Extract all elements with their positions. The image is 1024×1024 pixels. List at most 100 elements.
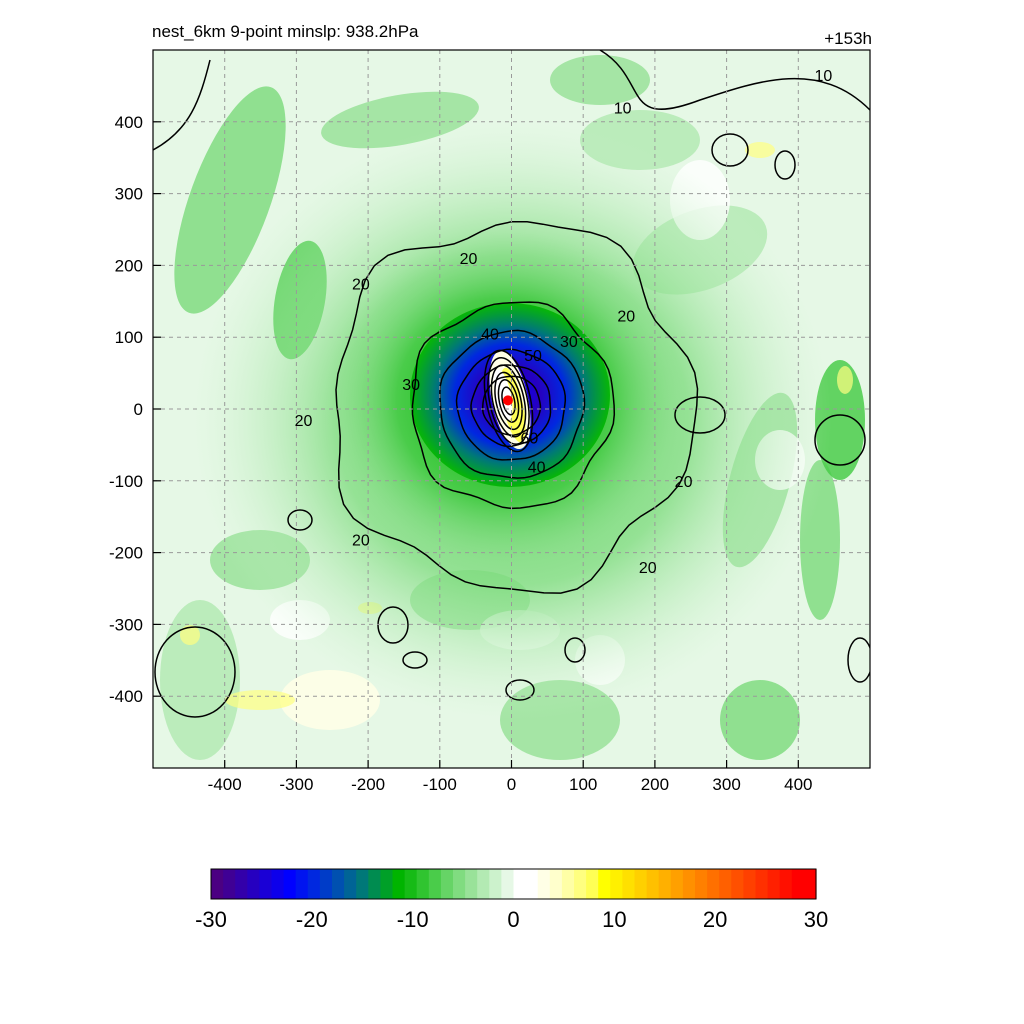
colorbar-swatch bbox=[622, 869, 636, 899]
y-tick-label: 100 bbox=[115, 328, 143, 347]
chart-title: nest_6km 9-point minslp: 938.2hPa bbox=[152, 22, 419, 41]
colorbar-swatch bbox=[586, 869, 599, 899]
contour-label: 20 bbox=[639, 560, 657, 577]
contour-line bbox=[402, 651, 428, 669]
contour-label: 40 bbox=[528, 459, 546, 476]
colorbar-tick-label: -30 bbox=[195, 907, 227, 932]
contour-label: 50 bbox=[524, 348, 542, 365]
colorbar-swatch bbox=[610, 869, 623, 899]
x-tick-label: -300 bbox=[279, 775, 313, 794]
colorbar-swatch bbox=[235, 869, 248, 899]
positive-patch bbox=[837, 366, 853, 394]
contour-label: 20 bbox=[352, 533, 370, 550]
colorbar-swatch bbox=[743, 869, 757, 899]
colorbar-tick-label: 20 bbox=[703, 907, 727, 932]
x-tick-label: 300 bbox=[712, 775, 740, 794]
colorbar-swatch bbox=[332, 869, 345, 899]
colorbar-swatch bbox=[574, 869, 587, 899]
valid-time-label: +153h bbox=[824, 29, 872, 48]
contour-label: 10 bbox=[814, 68, 832, 85]
y-tick-label: 200 bbox=[115, 256, 143, 275]
x-tick-label: 400 bbox=[784, 775, 812, 794]
colorbar-swatch bbox=[695, 869, 708, 899]
colorbar-ticks: -30 -20 -10 0 10 20 30 bbox=[195, 907, 828, 932]
field-patch bbox=[160, 600, 240, 760]
colorbar-swatch bbox=[477, 869, 490, 899]
colorbar-swatch bbox=[525, 869, 539, 899]
colorbar bbox=[210, 868, 817, 900]
contour-line bbox=[564, 637, 586, 663]
colorbar-swatch bbox=[598, 869, 611, 899]
colorbar-swatch bbox=[211, 869, 224, 899]
colorbar-swatch bbox=[344, 869, 357, 899]
colorbar-swatch bbox=[646, 869, 660, 899]
contour-label: 20 bbox=[295, 413, 313, 430]
colorbar-swatch bbox=[670, 869, 684, 899]
colorbar-swatch bbox=[731, 869, 744, 899]
contour-line bbox=[483, 349, 534, 453]
x-tick-label: -400 bbox=[208, 775, 242, 794]
x-tick-label: 100 bbox=[569, 775, 597, 794]
field-patch bbox=[280, 670, 380, 730]
colorbar-swatch bbox=[658, 869, 672, 899]
colorbar-swatch bbox=[368, 869, 381, 899]
contour-line bbox=[439, 329, 586, 479]
contour-label: 60 bbox=[521, 431, 539, 448]
positive-patch bbox=[180, 625, 200, 645]
colorbar-swatch bbox=[392, 869, 406, 899]
colorbar-swatch bbox=[682, 869, 696, 899]
contour-label: 30 bbox=[402, 377, 420, 394]
colorbar-swatch bbox=[767, 869, 781, 899]
contour-line bbox=[335, 221, 699, 594]
colorbar-swatch bbox=[428, 869, 442, 899]
colorbar-tick-label: 10 bbox=[602, 907, 626, 932]
colorbar-swatch bbox=[755, 869, 769, 899]
colorbar-swatch bbox=[247, 869, 260, 899]
colorbar-swatch bbox=[223, 869, 236, 899]
positive-patch bbox=[745, 142, 775, 158]
x-tick-label: -100 bbox=[423, 775, 457, 794]
colorbar-swatch bbox=[489, 869, 502, 899]
colorbar-tick-label: 0 bbox=[507, 907, 519, 932]
contour-label: 40 bbox=[481, 327, 499, 344]
contour-label: 10 bbox=[614, 100, 632, 117]
contour-line bbox=[455, 348, 567, 461]
colorbar-swatch bbox=[791, 869, 805, 899]
colorbar-swatch bbox=[380, 869, 394, 899]
colorbar-swatch bbox=[561, 869, 575, 899]
contour-line bbox=[814, 414, 866, 466]
colorbar-swatch bbox=[465, 869, 478, 899]
colorbar-swatch bbox=[307, 869, 321, 899]
field-patch bbox=[550, 55, 650, 105]
contour-line bbox=[505, 679, 535, 701]
y-tick-label: -100 bbox=[109, 472, 143, 491]
colorbar-swatch bbox=[513, 869, 527, 899]
contour-label: 20 bbox=[460, 251, 478, 268]
colorbar-swatch bbox=[707, 869, 720, 899]
contour-line bbox=[674, 396, 726, 434]
contour-line bbox=[490, 364, 527, 438]
contour-label: 30 bbox=[560, 334, 578, 351]
contour-line bbox=[470, 364, 552, 448]
x-tick-label: 200 bbox=[641, 775, 669, 794]
y-tick-label: -200 bbox=[109, 544, 143, 563]
y-tick-label: -300 bbox=[109, 615, 143, 634]
y-axis-ticks: 400 300 200 100 0 -100 -200 -300 -400 bbox=[109, 113, 161, 706]
contour-line bbox=[501, 386, 516, 416]
y-tick-label: 300 bbox=[115, 185, 143, 204]
contour-line bbox=[287, 509, 313, 531]
contour-line bbox=[494, 371, 523, 431]
colorbar-swatch bbox=[416, 869, 430, 899]
field-patch bbox=[720, 680, 800, 760]
x-tick-label: 0 bbox=[507, 775, 516, 794]
colorbar-swatch bbox=[453, 869, 466, 899]
center-marker-layer bbox=[502, 395, 513, 406]
contour-line bbox=[153, 59, 211, 151]
contour-line bbox=[497, 379, 520, 423]
colorbar-swatch bbox=[549, 869, 563, 899]
colorbar-swatch bbox=[634, 869, 648, 899]
contour-line bbox=[711, 133, 749, 167]
colorbar-tick-label: 30 bbox=[804, 907, 828, 932]
contour-label: 20 bbox=[675, 474, 693, 491]
